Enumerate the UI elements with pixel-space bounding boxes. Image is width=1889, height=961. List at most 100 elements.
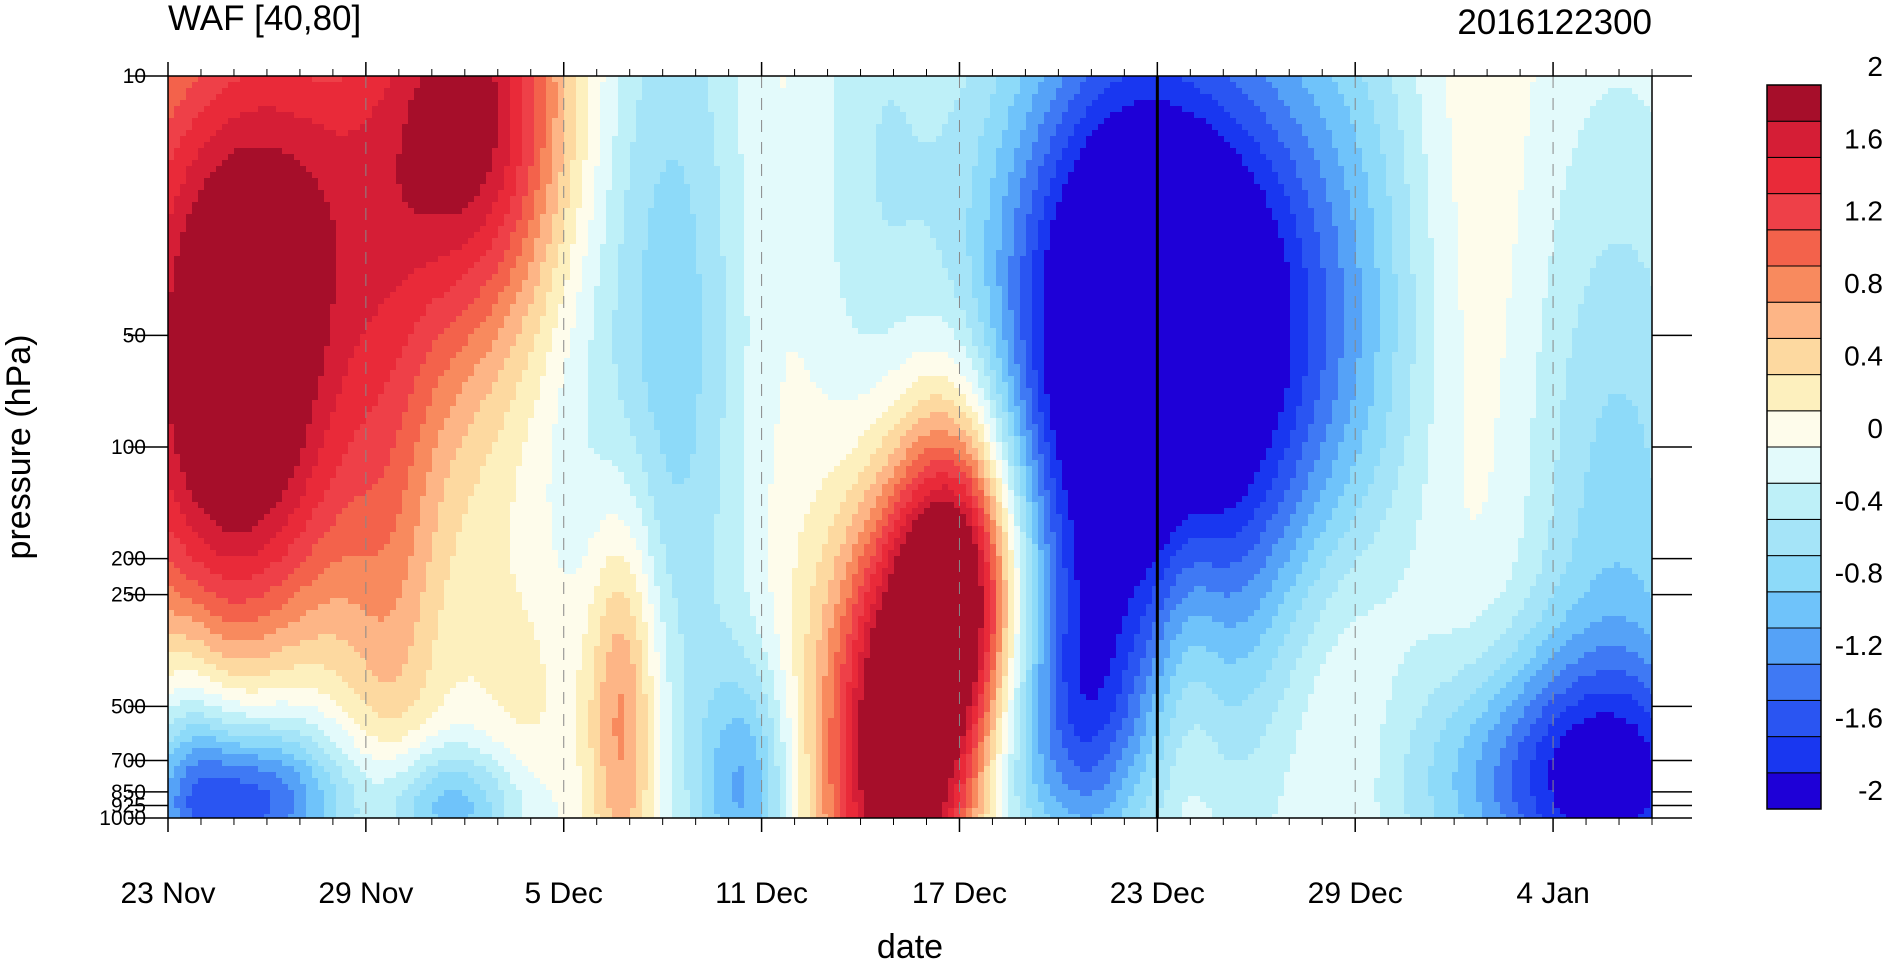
field-cell [1032,184,1039,191]
field-cell [312,190,319,197]
field-cell [930,142,937,149]
field-cell [270,178,277,185]
field-cell [1206,106,1213,113]
field-cell [1104,82,1111,89]
field-cell [618,100,625,107]
field-cell [1212,94,1219,101]
field-cell [1176,136,1183,143]
field-cell [1488,82,1495,89]
field-cell [660,154,667,161]
field-cell [240,94,247,101]
field-cell [396,148,403,155]
field-cell [480,190,487,197]
field-cell [1608,82,1615,89]
field-cell [1596,190,1603,197]
field-cell [858,130,865,137]
field-cell [1650,172,1657,179]
field-cell [990,136,997,143]
field-cell [372,118,379,125]
field-cell [918,142,925,149]
field-cell [636,82,643,89]
field-cell [1464,166,1471,173]
field-cell [246,130,253,137]
field-cell [1314,94,1321,101]
field-cell [1002,160,1009,167]
field-cell [402,190,409,197]
field-cell [1392,154,1399,161]
field-cell [198,100,205,107]
field-cell [186,172,193,179]
field-cell [534,106,541,113]
field-cell [1236,142,1243,149]
field-cell [876,142,883,149]
field-cell [522,172,529,179]
field-cell [1224,76,1231,83]
field-cell [264,166,271,173]
field-cell [984,100,991,107]
field-cell [1290,142,1297,149]
field-cell [252,166,259,173]
field-cell [1038,118,1045,125]
field-cell [582,76,589,83]
field-cell [798,142,805,149]
field-cell [816,130,823,137]
field-cell [624,112,631,119]
field-cell [384,82,391,89]
field-cell [1020,130,1027,137]
field-cell [594,124,601,131]
field-cell [1182,124,1189,131]
field-cell [1194,106,1201,113]
field-cell [174,136,181,143]
field-cell [1188,88,1195,95]
field-cell [1062,148,1069,155]
field-cell [978,160,985,167]
field-cell [1254,166,1261,173]
field-cell [180,106,187,113]
field-cell [192,112,199,119]
field-cell [240,196,247,203]
field-cell [894,130,901,137]
field-cell [276,88,283,95]
field-cell [882,88,889,95]
field-cell [1434,172,1441,179]
field-cell [1428,100,1435,107]
field-cell [384,76,391,83]
field-cell [720,118,727,125]
field-cell [432,166,439,173]
field-cell [1386,136,1393,143]
field-cell [1356,172,1363,179]
field-cell [804,190,811,197]
field-cell [1062,94,1069,101]
field-cell [414,100,421,107]
field-cell [930,118,937,125]
field-cell [270,172,277,179]
field-cell [234,142,241,149]
field-cell [1092,160,1099,167]
field-cell [192,160,199,167]
field-cell [408,76,415,83]
field-cell [402,124,409,131]
field-cell [1608,172,1615,179]
field-cell [1140,142,1147,149]
field-cell [1194,178,1201,185]
field-cell [492,130,499,137]
field-cell [1122,76,1129,83]
field-cell [1596,130,1603,137]
field-cell [1308,136,1315,143]
field-cell [612,88,619,95]
field-cell [1014,130,1021,137]
field-cell [390,166,397,173]
field-cell [846,166,853,173]
field-cell [1548,166,1555,173]
field-cell [774,82,781,89]
field-cell [174,142,181,149]
field-cell [1122,184,1129,191]
field-cell [1284,178,1291,185]
field-cell [282,94,289,101]
field-cell [1470,94,1477,101]
field-cell [786,82,793,89]
field-cell [846,154,853,161]
field-cell [972,112,979,119]
field-cell [1374,100,1381,107]
field-cell [1488,118,1495,125]
